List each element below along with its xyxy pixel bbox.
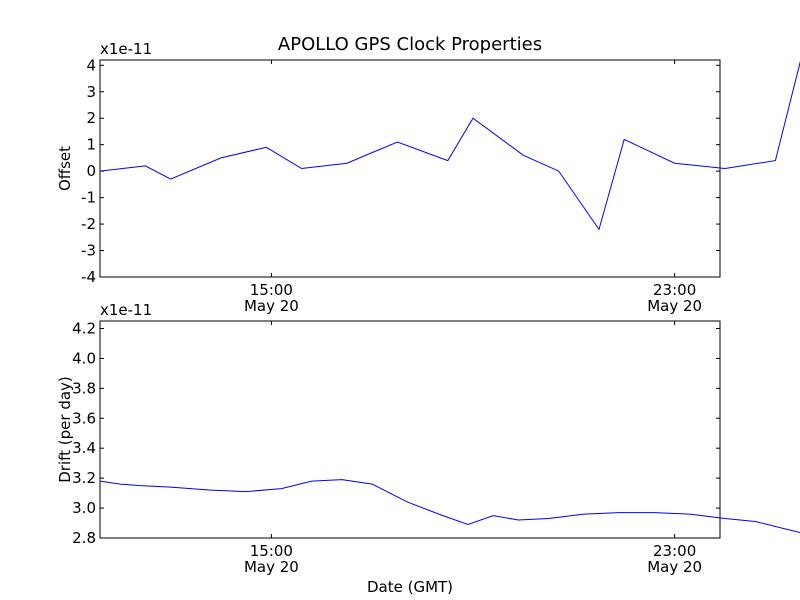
- y-tick-label: 4.0: [72, 349, 96, 367]
- y-tick-label: 2.8: [72, 529, 96, 547]
- y-tick-label: -1: [81, 189, 96, 207]
- x-tick-date-label: May 20: [244, 558, 299, 576]
- y-axis-label: Drift (per day): [56, 376, 74, 483]
- x-tick-date-label: May 20: [647, 297, 702, 315]
- y-tick-label: 4.2: [72, 319, 96, 337]
- y-tick-label: 3.0: [72, 499, 96, 517]
- figure-title: APOLLO GPS Clock Properties: [278, 34, 542, 55]
- y-multiplier-label: x1e-11: [100, 301, 152, 319]
- y-tick-label: -2: [81, 215, 96, 233]
- y-tick-label: 2: [86, 109, 96, 127]
- y-tick-label: 0: [86, 162, 96, 180]
- x-tick-time-label: 15:00: [250, 542, 293, 560]
- y-tick-label: 4: [86, 56, 96, 74]
- series-line: [99, 479, 800, 533]
- y-tick-label: 1: [86, 136, 96, 154]
- y-tick-label: 3.4: [72, 439, 96, 457]
- x-tick-date-label: May 20: [647, 558, 702, 576]
- series-line: [99, 60, 800, 231]
- y-tick-label: 3.8: [72, 379, 96, 397]
- x-tick-time-label: 15:00: [250, 281, 293, 299]
- x-tick-time-label: 23:00: [653, 542, 696, 560]
- y-tick-label: -3: [81, 242, 96, 260]
- x-axis-label: Date (GMT): [367, 578, 453, 596]
- y-tick-label: 3: [86, 83, 96, 101]
- x-tick-date-label: May 20: [244, 297, 299, 315]
- axes-frame: [99, 320, 721, 539]
- y-tick-label: 3.2: [72, 469, 96, 487]
- x-tick-time-label: 23:00: [653, 281, 696, 299]
- y-tick-label: -4: [81, 268, 96, 286]
- axes-frame: [99, 59, 721, 278]
- y-tick-label: 3.6: [72, 409, 96, 427]
- y-axis-label: Offset: [56, 146, 74, 191]
- y-multiplier-label: x1e-11: [100, 40, 152, 58]
